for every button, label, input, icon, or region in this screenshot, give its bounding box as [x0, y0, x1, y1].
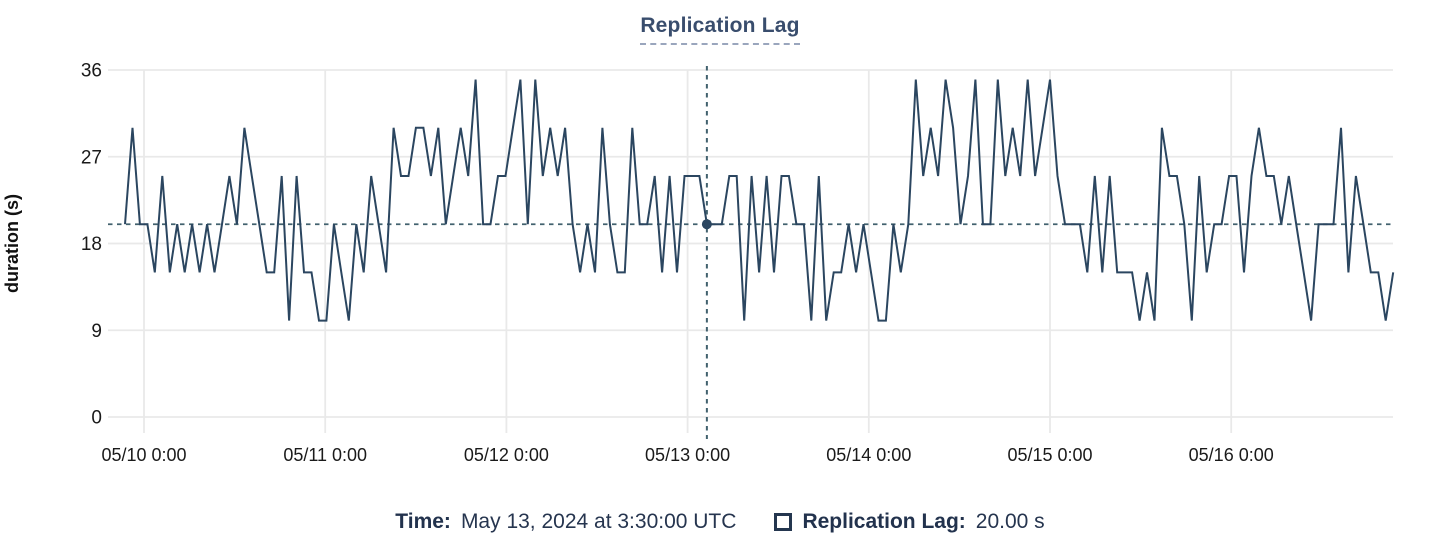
tooltip-time-label: Time:: [395, 510, 451, 533]
line-chart-canvas[interactable]: 0 9 18 27 36 05/10 0:00 05/11 0:00 05/12 0:00 05…: [0, 0, 1440, 490]
tooltip-series-value: 20.00 s: [975, 510, 1045, 533]
y-tick-label: 27: [81, 147, 102, 168]
x-tick-label: 05/11 0:00: [283, 445, 367, 465]
replication-lag-line[interactable]: [124, 79, 1395, 322]
y-axis-title: duration (s): [2, 194, 22, 293]
x-tick-label: 05/15 0:00: [1007, 445, 1092, 465]
square-outline-icon: [774, 513, 793, 531]
x-tick-label: 05/16 0:00: [1189, 445, 1274, 465]
chart-title-wrap: Replication Lag: [0, 14, 1440, 45]
tooltip-time-value: May 13, 2024 at 3:30:00 UTC: [460, 510, 737, 533]
chart-title[interactable]: Replication Lag: [640, 14, 800, 45]
tooltip-series-label: Replication Lag:: [802, 510, 966, 533]
y-tick-label: 9: [91, 321, 102, 342]
y-tick-label: 18: [81, 234, 102, 255]
chart-tooltip: Time: May 13, 2024 at 3:30:00 UTC Replic…: [0, 506, 1440, 538]
x-tick-label: 05/12 0:00: [464, 445, 549, 465]
x-tick-label: 05/10 0:00: [101, 445, 186, 465]
x-tick-label: 05/13 0:00: [645, 445, 730, 465]
x-tick-label: 05/14 0:00: [826, 445, 911, 465]
y-tick-label: 36: [81, 61, 102, 82]
highlighted-point[interactable]: [701, 219, 712, 230]
y-tick-label: 0: [91, 408, 102, 429]
